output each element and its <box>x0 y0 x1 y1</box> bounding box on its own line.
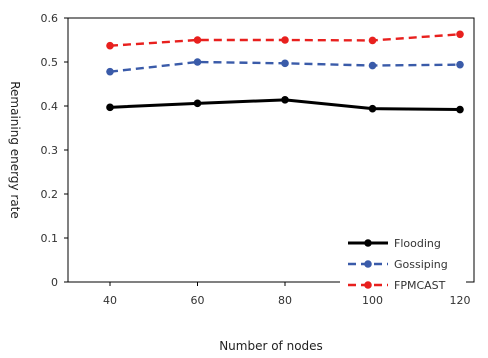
y-tick-label: 0.6 <box>41 12 59 25</box>
y-tick-label: 0.1 <box>41 232 59 245</box>
data-point-gossiping <box>106 67 114 76</box>
y-tick-label: 0.5 <box>41 56 59 69</box>
x-axis-label: Number of nodes <box>219 339 323 353</box>
y-tick-label: 0.3 <box>41 144 59 157</box>
data-point-flooding <box>193 99 202 108</box>
data-point-flooding <box>456 105 464 114</box>
legend-label-fpmcast: FPMCAST <box>394 279 446 292</box>
legend-label-gossiping: Gossiping <box>394 258 448 271</box>
data-point-fpmcast <box>193 36 202 44</box>
legend-label-flooding: Flooding <box>394 237 441 250</box>
x-tick-label: 100 <box>362 294 383 307</box>
x-tick-label: 60 <box>191 294 205 307</box>
x-tick-label: 40 <box>103 294 117 307</box>
data-point-fpmcast <box>281 36 289 44</box>
y-tick-label: 0.2 <box>41 188 59 201</box>
data-point-flooding <box>281 96 289 104</box>
series-layer <box>106 30 464 114</box>
legend-marker <box>364 260 372 268</box>
data-point-fpmcast <box>456 30 464 39</box>
data-point-gossiping <box>281 59 289 68</box>
y-tick-label: 0.4 <box>41 100 59 113</box>
y-axis-label: Remaining energy rate <box>8 81 22 219</box>
data-point-gossiping <box>368 61 377 70</box>
data-point-fpmcast <box>106 41 114 50</box>
legend-marker <box>364 239 372 247</box>
data-point-flooding <box>106 103 114 112</box>
y-tick-label: 0 <box>51 276 58 289</box>
y-axis-ticks: 0 0.1 0.2 0.3 0.4 0.5 0.6 <box>41 12 68 289</box>
legend-marker <box>364 281 372 289</box>
legend: Flooding Gossiping FPMCAST <box>348 237 448 292</box>
x-tick-label: 80 <box>278 294 292 307</box>
data-point-gossiping <box>193 58 202 66</box>
data-point-fpmcast <box>368 36 377 45</box>
x-tick-label: 120 <box>450 294 471 307</box>
data-point-flooding <box>368 104 377 113</box>
data-point-gossiping <box>456 60 464 69</box>
